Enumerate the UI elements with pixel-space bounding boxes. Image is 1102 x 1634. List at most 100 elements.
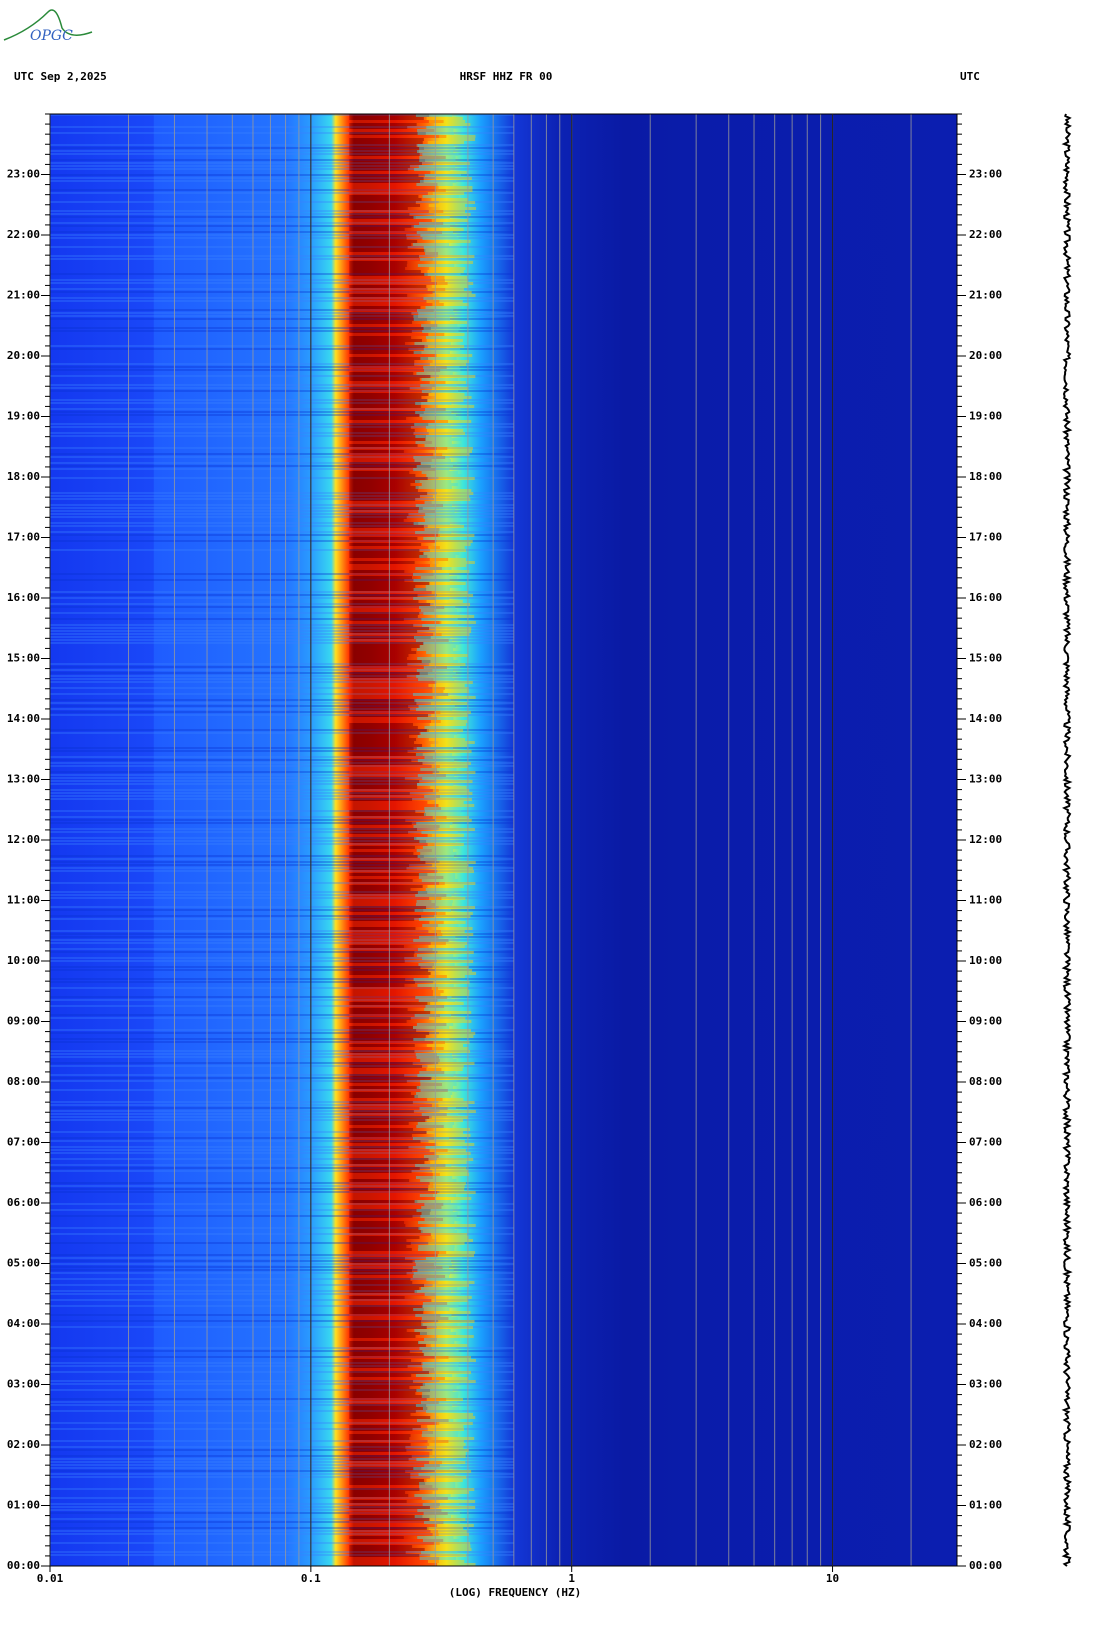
texture-stripe [432, 687, 469, 690]
texture-stripe [349, 192, 433, 195]
texture-stripe [349, 780, 420, 783]
texture-stripe [421, 324, 458, 327]
texture-stripe [431, 1377, 469, 1380]
texture-stripe [425, 1005, 462, 1008]
texture-stripe [349, 828, 417, 831]
texture-stripe [349, 849, 432, 852]
texture-stripe [50, 516, 514, 518]
texture-stripe [418, 963, 455, 966]
texture-stripe [437, 1035, 474, 1038]
texture-stripe [50, 1233, 514, 1235]
x-tick-label: 1 [568, 1572, 575, 1585]
header-right: UTC [960, 70, 980, 83]
texture-stripe [349, 954, 414, 957]
texture-stripe [50, 612, 514, 614]
texture-stripe [420, 1386, 457, 1389]
texture-stripe [349, 306, 421, 309]
y-tick-label: 20:00 [7, 349, 40, 362]
texture-stripe [50, 258, 514, 260]
texture-stripe [430, 942, 468, 945]
texture-stripe [439, 135, 476, 138]
texture-stripe [438, 255, 475, 258]
texture-stripe [50, 708, 514, 710]
texture-stripe [419, 1107, 456, 1110]
y-tick-label: 22:00 [969, 228, 1002, 241]
texture-stripe [349, 618, 404, 621]
texture-stripe [349, 984, 405, 987]
texture-stripe [50, 411, 514, 413]
texture-stripe [349, 1200, 418, 1203]
texture-stripe [349, 255, 420, 258]
texture-stripe [349, 564, 437, 567]
texture-stripe [438, 1101, 475, 1104]
texture-stripe [419, 1485, 456, 1488]
texture-stripe [416, 900, 453, 903]
texture-stripe [436, 780, 473, 783]
texture-stripe [427, 192, 465, 195]
texture-stripe [423, 1338, 461, 1341]
texture-stripe [349, 471, 410, 474]
texture-stripe [349, 777, 405, 780]
texture-stripe [425, 306, 462, 309]
texture-stripe [420, 234, 457, 237]
texture-stripe [349, 1362, 422, 1365]
texture-stripe [349, 1194, 434, 1197]
texture-stripe [436, 186, 473, 189]
texture-stripe [349, 1341, 419, 1344]
texture-stripe [421, 471, 458, 474]
texture-stripe [431, 987, 469, 990]
texture-stripe [50, 216, 514, 218]
texture-stripe [349, 1080, 407, 1083]
texture-stripe [430, 171, 467, 174]
texture-stripe [349, 1512, 448, 1515]
texture-stripe [349, 699, 416, 702]
texture-stripe [349, 705, 409, 708]
texture-stripe [417, 891, 455, 894]
texture-stripe [50, 498, 514, 500]
texture-stripe [50, 222, 514, 224]
texture-stripe [349, 207, 408, 210]
axes: 0.01 0.1 1 10 00:00 00:00 01:00 01:00 02:00 02:00… [7, 113, 1002, 1585]
texture-stripe [349, 1320, 422, 1323]
texture-stripe [50, 540, 514, 542]
texture-stripe [415, 480, 452, 483]
texture-stripe [50, 966, 514, 968]
texture-stripe [413, 318, 451, 321]
texture-stripe [413, 1467, 450, 1470]
texture-stripe [349, 861, 426, 864]
texture-stripe [432, 1491, 469, 1494]
texture-stripe [50, 1512, 514, 1514]
texture-stripe [421, 1206, 458, 1209]
texture-stripe [349, 1146, 409, 1149]
texture-stripe [349, 1041, 445, 1044]
texture-stripe [349, 1275, 446, 1278]
texture-stripe [50, 504, 514, 506]
texture-stripe [349, 501, 432, 504]
texture-stripe [426, 600, 463, 603]
texture-stripe [426, 1068, 463, 1071]
texture-stripe [349, 339, 422, 342]
texture-stripe [419, 180, 457, 183]
texture-stripe [349, 1035, 426, 1038]
texture-stripe [439, 1359, 476, 1362]
texture-stripe [349, 1455, 412, 1458]
texture-stripe [50, 1356, 514, 1358]
texture-stripe [349, 792, 410, 795]
texture-stripe [349, 765, 440, 768]
texture-stripe [349, 807, 442, 810]
texture-stripe [438, 906, 476, 909]
texture-stripe [432, 1170, 469, 1173]
texture-stripe [349, 1257, 405, 1260]
logo: OPGC [3, 9, 93, 44]
texture-stripe [349, 1476, 411, 1479]
texture-stripe [349, 1167, 420, 1170]
texture-stripe [439, 882, 476, 885]
texture-stripe [349, 1131, 427, 1134]
texture-stripe [50, 1389, 514, 1391]
texture-stripe [349, 1122, 409, 1125]
texture-stripe [50, 1113, 514, 1115]
texture-stripe [50, 747, 514, 749]
texture-stripe [349, 141, 423, 144]
texture-stripe [349, 540, 436, 543]
texture-stripe [434, 420, 472, 423]
